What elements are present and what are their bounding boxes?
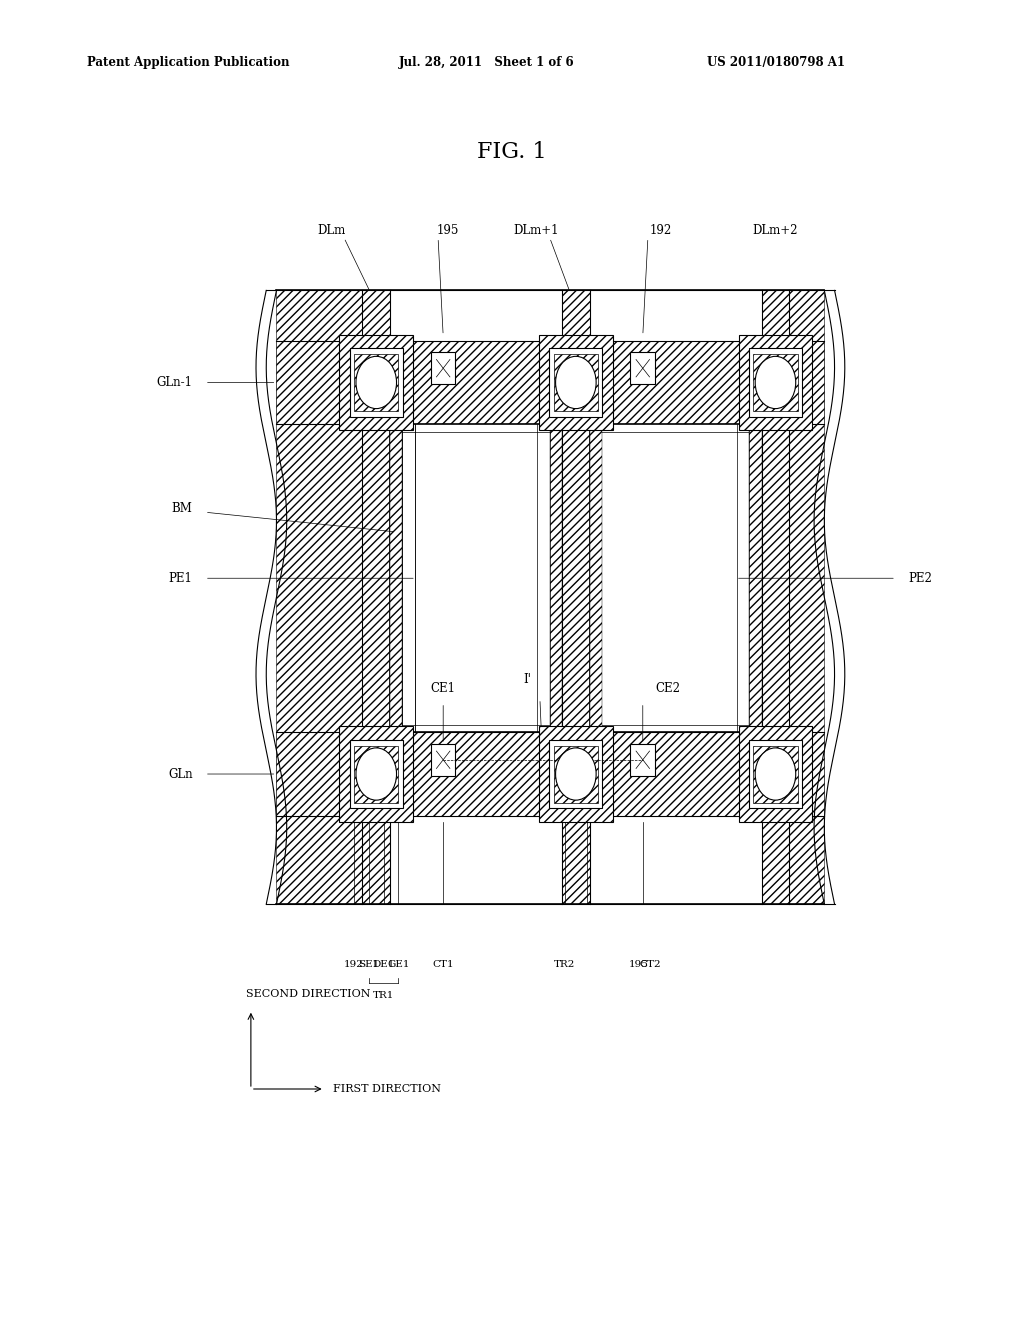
Text: DLm+1: DLm+1 — [514, 223, 559, 236]
Ellipse shape — [556, 748, 596, 800]
Bar — [350, 348, 402, 417]
Text: 192: 192 — [650, 223, 673, 236]
Bar — [749, 348, 802, 417]
Text: TR2: TR2 — [554, 960, 575, 969]
Text: 195: 195 — [437, 223, 460, 236]
Bar — [562, 364, 590, 400]
Bar — [754, 746, 798, 803]
Bar — [562, 756, 590, 792]
Bar — [276, 341, 824, 424]
Bar — [590, 424, 602, 733]
Bar — [738, 335, 812, 430]
Bar — [762, 756, 790, 792]
Text: DLm: DLm — [317, 223, 346, 236]
Text: SECOND DIRECTION: SECOND DIRECTION — [246, 989, 371, 999]
Text: DLm+2: DLm+2 — [753, 223, 799, 236]
Text: GLn: GLn — [168, 767, 193, 780]
Bar — [539, 726, 612, 821]
Text: CT2: CT2 — [639, 960, 660, 969]
Bar — [554, 746, 598, 803]
Ellipse shape — [755, 748, 796, 800]
Bar — [339, 726, 413, 821]
Bar — [390, 424, 562, 733]
Bar — [431, 744, 456, 776]
Bar — [762, 364, 790, 400]
Text: CT1: CT1 — [432, 960, 454, 969]
Bar — [350, 739, 402, 808]
Bar — [750, 424, 762, 733]
Ellipse shape — [356, 748, 396, 800]
Bar — [354, 746, 398, 803]
Ellipse shape — [356, 356, 396, 409]
Bar — [596, 432, 756, 725]
Text: PE2: PE2 — [908, 572, 932, 585]
Bar — [749, 739, 802, 808]
Bar — [754, 354, 798, 411]
Bar — [631, 352, 655, 384]
Text: BM: BM — [172, 502, 193, 515]
Text: US 2011/0180798 A1: US 2011/0180798 A1 — [707, 55, 845, 69]
Bar — [362, 364, 390, 400]
Bar — [390, 424, 402, 733]
Bar — [762, 290, 790, 904]
Bar — [276, 733, 824, 816]
Bar — [790, 290, 824, 904]
Text: I': I' — [523, 673, 531, 686]
Text: CE1: CE1 — [431, 682, 456, 696]
Text: 192: 192 — [344, 960, 365, 969]
Text: TR1: TR1 — [373, 991, 394, 1001]
Bar — [549, 348, 602, 417]
Ellipse shape — [556, 356, 596, 409]
Ellipse shape — [755, 356, 796, 409]
Text: 195: 195 — [629, 960, 649, 969]
Text: CE2: CE2 — [655, 682, 680, 696]
Bar — [362, 290, 390, 904]
Bar — [276, 290, 362, 904]
Text: FIG. 1: FIG. 1 — [477, 141, 547, 162]
Text: GE1: GE1 — [387, 960, 410, 969]
Bar — [354, 354, 398, 411]
Text: Patent Application Publication: Patent Application Publication — [87, 55, 290, 69]
Bar — [362, 756, 390, 792]
Text: FIRST DIRECTION: FIRST DIRECTION — [333, 1084, 440, 1094]
Bar — [396, 432, 556, 725]
Bar — [549, 739, 602, 808]
Bar — [431, 352, 456, 384]
Bar — [539, 335, 612, 430]
Bar — [738, 726, 812, 821]
Bar — [590, 424, 762, 733]
Bar — [631, 744, 655, 776]
Text: SE1: SE1 — [358, 960, 380, 969]
Bar — [554, 354, 598, 411]
Text: GLn-1: GLn-1 — [157, 376, 193, 389]
Bar — [562, 290, 590, 904]
Bar — [339, 335, 413, 430]
Text: PE1: PE1 — [169, 572, 193, 585]
Text: Jul. 28, 2011   Sheet 1 of 6: Jul. 28, 2011 Sheet 1 of 6 — [399, 55, 575, 69]
Bar — [550, 424, 562, 733]
Text: DE1: DE1 — [373, 960, 395, 969]
